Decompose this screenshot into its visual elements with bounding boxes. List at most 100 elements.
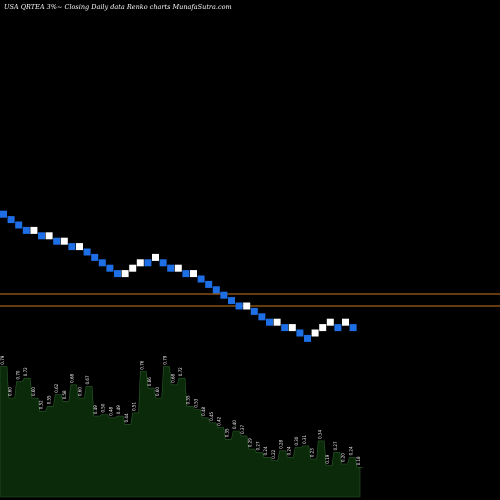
renko-brick: [98, 259, 106, 267]
renko-brick: [7, 216, 15, 224]
renko-brick: [182, 270, 190, 278]
volume-value-label: 0.55: [46, 395, 51, 404]
volume-value-label: 0.18: [356, 456, 361, 465]
volume-value-label: 0.24: [286, 446, 291, 455]
volume-value-label: 0.67: [85, 375, 90, 384]
renko-brick: [22, 226, 30, 234]
renko-brick: [91, 253, 99, 261]
volume-value-label: 0.68: [170, 373, 175, 382]
volume-area: [0, 366, 363, 498]
volume-value-label: 0.51: [132, 402, 137, 411]
volume-value-label: 0.60: [31, 387, 36, 396]
volume-value-label: 0.60: [8, 387, 13, 396]
volume-value-label: 0.60: [77, 387, 82, 396]
volume-value-label: 0.66: [147, 377, 152, 386]
renko-brick: [53, 237, 61, 245]
renko-brick: [83, 248, 91, 256]
renko-brick: [281, 324, 289, 332]
volume-value-label: 0.22: [271, 449, 276, 458]
volume-value-label: 0.35: [224, 428, 229, 437]
volume-value-label: 0.79: [163, 355, 168, 364]
renko-brick: [30, 226, 38, 234]
volume-value-label: 0.24: [348, 446, 353, 455]
renko-brick: [243, 302, 251, 310]
renko-brick: [319, 324, 327, 332]
volume-value-label: 0.31: [302, 435, 307, 444]
volume-value-label: 0.49: [93, 405, 98, 414]
renko-brick: [152, 253, 159, 261]
renko-brick: [334, 324, 342, 332]
volume-value-label: 0.72: [23, 367, 28, 376]
renko-brick: [349, 324, 357, 332]
volume-value-label: 0.70: [16, 370, 21, 379]
volume-value-label: 0.37: [240, 425, 245, 434]
renko-brick: [159, 259, 167, 267]
renko-brick: [235, 302, 243, 310]
renko-brick: [60, 237, 68, 245]
renko-brick: [129, 264, 137, 272]
renko-brick: [197, 275, 205, 283]
renko-brick: [220, 291, 228, 299]
renko-brick: [228, 297, 235, 305]
renko-brick: [190, 270, 197, 278]
renko-brick: [121, 270, 129, 278]
volume-value-label: 0.55: [186, 395, 191, 404]
renko-brick: [114, 270, 121, 278]
renko-bricks: [0, 210, 357, 342]
volume-value-label: 0.72: [178, 367, 183, 376]
volume-value-label: 0.42: [217, 416, 222, 425]
renko-brick: [311, 329, 319, 337]
volume-value-label: 0.79: [0, 355, 5, 364]
volume-value-label: 0.48: [201, 406, 206, 415]
renko-brick: [45, 232, 53, 240]
volume-value-label: 0.29: [248, 438, 253, 447]
volume-value-label: 0.19: [325, 454, 330, 463]
renko-brick: [273, 318, 281, 326]
volume-value-label: 0.53: [194, 398, 199, 407]
volume-value-label: 0.24: [263, 446, 268, 455]
volume-value-label: 0.28: [279, 439, 284, 448]
renko-brick: [0, 210, 7, 218]
renko-brick: [342, 318, 349, 326]
volume-labels: 0.790.600.70 0.720.600.520.550.620.580.68…: [0, 355, 361, 465]
renko-brick: [304, 334, 311, 342]
volume-area-shape: [0, 366, 363, 498]
renko-brick: [296, 329, 304, 337]
volume-value-label: 0.49: [116, 405, 121, 414]
renko-brick: [15, 221, 23, 229]
renko-brick: [106, 264, 114, 272]
volume-value-label: 0.58: [62, 390, 67, 399]
renko-brick: [212, 286, 220, 294]
volume-value-label: 0.50: [101, 403, 106, 412]
volume-value-label: 0.27: [333, 441, 338, 450]
renko-brick: [38, 232, 45, 240]
renko-brick: [288, 324, 296, 332]
renko-brick: [136, 259, 144, 267]
volume-value-label: 0.48: [108, 406, 113, 415]
volume-value-label: 0.76: [139, 360, 144, 369]
renko-brick: [258, 313, 266, 321]
volume-value-label: 0.30: [294, 436, 299, 445]
volume-value-label: 0.23: [310, 448, 315, 457]
renko-brick: [76, 243, 83, 251]
volume-value-label: 0.45: [209, 411, 214, 420]
chart-title: USA QRTEA 3%~ Closing Daily data Renko c…: [4, 3, 232, 11]
volume-value-label: 0.52: [39, 400, 44, 409]
volume-value-label: 0.62: [54, 383, 59, 392]
renko-brick: [250, 307, 258, 315]
renko-brick: [266, 318, 273, 326]
renko-brick: [205, 280, 213, 288]
volume-value-label: 0.20: [341, 453, 346, 462]
volume-value-label: 0.27: [255, 441, 260, 450]
volume-value-label: 0.68: [70, 373, 75, 382]
volume-value-label: 0.60: [155, 387, 160, 396]
volume-value-label: 0.40: [232, 420, 237, 429]
volume-value-label: 0.44: [124, 413, 129, 422]
renko-brick: [68, 243, 76, 251]
renko-brick: [174, 264, 182, 272]
renko-brick: [144, 259, 152, 267]
renko-brick: [167, 264, 175, 272]
renko-brick: [326, 318, 334, 326]
volume-value-label: 0.34: [317, 430, 322, 439]
